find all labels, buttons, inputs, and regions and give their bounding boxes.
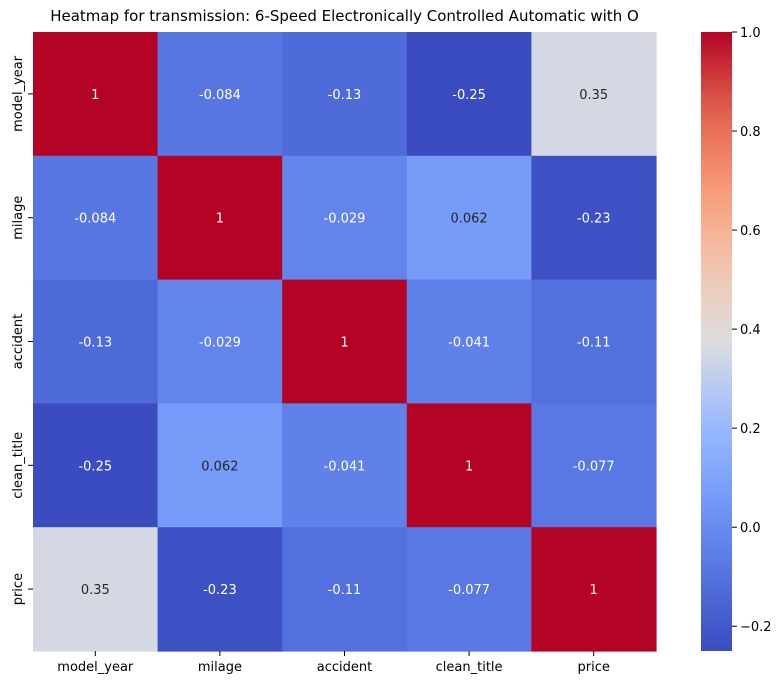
cell-annotation-3-1: 0.062: [201, 459, 238, 474]
y-tick-label-3: clean_title: [11, 432, 26, 499]
cell-annotation-2-0: -0.13: [78, 336, 112, 351]
chart-title: Heatmap for transmission: 6-Speed Electr…: [50, 7, 639, 25]
heatmap-cell-0-2: [282, 32, 408, 157]
y-tick-label-0: model_year: [11, 55, 26, 132]
heatmap-cell-3-1: [157, 403, 283, 528]
colorbar-tick-label-0: 1.0: [740, 26, 761, 41]
x-tick-label-1: milage: [198, 660, 242, 675]
colorbar-tick-label-4: 0.2: [740, 422, 761, 437]
cell-annotation-0-4: 0.35: [579, 88, 608, 103]
cell-annotation-4-0: 0.35: [81, 583, 110, 598]
cell-annotation-3-2: -0.041: [324, 459, 366, 474]
heatmap-cell-3-0: [33, 403, 159, 528]
heatmap-cell-0-3: [406, 32, 532, 157]
cell-annotation-2-2: 1: [340, 336, 348, 351]
heatmap-cell-1-3: [406, 155, 532, 281]
cell-annotation-4-2: -0.11: [328, 583, 362, 598]
y-tick-label-2: accident: [11, 314, 26, 369]
heatmap-cell-4-4: [531, 527, 657, 652]
cell-annotation-0-2: -0.13: [328, 88, 362, 103]
cell-annotation-1-4: -0.23: [577, 212, 611, 227]
heatmap-cell-2-0: [33, 279, 159, 404]
heatmap-cell-4-3: [406, 527, 532, 652]
heatmap-cell-3-2: [282, 403, 408, 528]
cell-annotation-4-3: -0.077: [448, 583, 490, 598]
cell-annotation-0-0: 1: [91, 88, 99, 103]
heatmap-cell-1-1: [157, 155, 283, 281]
colorbar-gradient: [701, 32, 732, 651]
cell-annotation-2-1: -0.029: [199, 336, 241, 351]
cell-annotation-3-4: -0.077: [573, 459, 615, 474]
x-tick-label-0: model_year: [57, 660, 134, 675]
heatmap-cell-2-4: [531, 279, 657, 404]
cell-annotation-1-2: -0.029: [324, 212, 366, 227]
cell-annotation-1-0: -0.084: [74, 212, 116, 227]
heatmap-cells: [33, 32, 657, 652]
heatmap-cell-4-2: [282, 527, 408, 652]
cell-annotation-4-4: 1: [590, 583, 598, 598]
x-tick-label-4: price: [578, 660, 610, 675]
heatmap-cell-3-3: [406, 403, 532, 528]
cell-annotation-1-3: 0.062: [450, 212, 487, 227]
cell-annotation-0-3: -0.25: [452, 88, 486, 103]
heatmap-cell-1-4: [531, 155, 657, 281]
cell-annotation-3-0: -0.25: [78, 459, 112, 474]
heatmap-cell-2-1: [157, 279, 283, 404]
heatmap-cell-1-0: [33, 155, 159, 281]
colorbar-tick-label-3: 0.4: [740, 323, 761, 338]
heatmap-cell-4-0: [33, 527, 159, 652]
colorbar-tick-label-2: 0.6: [740, 224, 761, 239]
heatmap-cell-0-4: [531, 32, 657, 157]
cell-annotation-2-4: -0.11: [577, 336, 611, 351]
x-tick-label-3: clean_title: [436, 660, 503, 675]
heatmap-cell-3-4: [531, 403, 657, 528]
heatmap-cell-2-3: [406, 279, 532, 404]
heatmap-cell-1-2: [282, 155, 408, 281]
y-tick-label-4: price: [11, 573, 26, 605]
heatmap-cell-0-1: [157, 32, 283, 157]
cell-annotation-1-1: 1: [216, 212, 224, 227]
heatmap-cell-2-2: [282, 279, 408, 404]
heatmap-cell-0-0: [33, 32, 159, 157]
cell-annotation-2-3: -0.041: [448, 336, 490, 351]
colorbar: 1.0 0.8 0.6 0.4 0.2 0.0 −0.2: [701, 26, 772, 651]
heatmap-cell-4-1: [157, 527, 283, 652]
colorbar-tick-label-6: −0.2: [740, 620, 772, 635]
cell-annotation-4-1: -0.23: [203, 583, 237, 598]
y-tick-label-1: milage: [11, 196, 26, 240]
heatmap-annotations: 1 -0.084 -0.13 -0.25 0.35 -0.084 1 -0.029 0.062 -…: [74, 88, 614, 598]
colorbar-tick-label-1: 0.8: [740, 125, 761, 140]
cell-annotation-3-3: 1: [465, 459, 473, 474]
colorbar-tick-label-5: 0.0: [740, 521, 761, 536]
x-tick-label-2: accident: [317, 660, 372, 675]
x-axis: model_year milage accident clean_title price: [57, 651, 610, 675]
cell-annotation-0-1: -0.084: [199, 88, 241, 103]
colorbar-ticks: 1.0 0.8 0.6 0.4 0.2 0.0 −0.2: [732, 26, 772, 635]
